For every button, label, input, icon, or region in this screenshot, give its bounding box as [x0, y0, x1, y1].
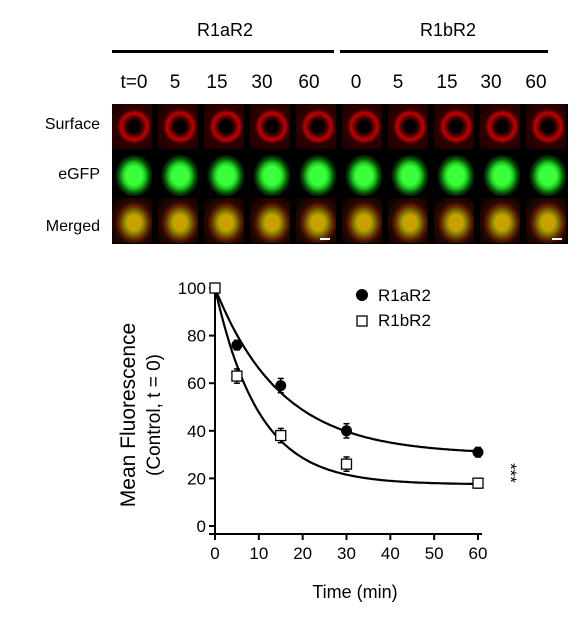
y-axis-label-line2: (Control, t = 0) — [144, 354, 165, 476]
group-bar-r1ar2 — [112, 50, 334, 53]
data-point-r1br2 — [275, 429, 287, 442]
scale-bar — [320, 238, 330, 240]
egfp-image-panel — [250, 151, 290, 196]
x-tick-label: 0 — [210, 544, 219, 563]
chart-axes: 0 20 40 60 80 100 0 10 20 30 40 50 60 — [178, 279, 488, 563]
merged-image-panel — [480, 198, 520, 243]
fit-curve-r1br2 — [213, 287, 479, 486]
row-label-surface: Surface — [44, 116, 100, 133]
y-tick-label: 100 — [178, 279, 206, 298]
x-tick-label: 60 — [469, 544, 488, 563]
data-point-r1br2 — [472, 477, 484, 489]
egfp-image-panel — [204, 151, 244, 196]
surface-image-panel — [158, 104, 198, 149]
significance-marker: *** — [501, 463, 520, 483]
merged-image-panel — [250, 198, 290, 243]
time-label: 5 — [169, 72, 181, 93]
time-label: t=0 — [120, 72, 148, 93]
surface-image-panel — [388, 104, 428, 149]
merged-image-panel — [204, 198, 244, 243]
x-tick-label: 40 — [381, 544, 400, 563]
merged-image-panel — [296, 198, 336, 243]
legend-marker-r1br2 — [356, 315, 368, 327]
y-tick-label: 40 — [187, 422, 206, 441]
time-label: 60 — [525, 72, 547, 93]
y-tick-label: 60 — [187, 374, 206, 393]
legend-marker-r1ar2 — [356, 289, 368, 301]
legend-label-r1br2: R1bR2 — [378, 311, 431, 330]
surface-image-panel — [480, 104, 520, 149]
time-label: 30 — [480, 72, 502, 93]
data-point-r1ar2 — [472, 446, 484, 458]
merged-image-panel — [526, 198, 566, 243]
x-axis-label: Time (min) — [312, 582, 397, 602]
surface-image-panel — [204, 104, 244, 149]
y-tick-label: 0 — [197, 517, 206, 536]
group-bar-r1br2 — [340, 50, 548, 53]
group-label-r1ar2: R1aR2 — [196, 20, 254, 40]
data-point-r1br2 — [231, 370, 243, 382]
x-tick-label: 10 — [249, 544, 268, 563]
y-tick-label: 80 — [187, 327, 206, 346]
surface-image-panel — [342, 104, 382, 149]
egfp-image-panel — [388, 151, 428, 196]
egfp-image-panel — [434, 151, 474, 196]
data-point-r1br2 — [340, 458, 353, 470]
egfp-image-panel — [342, 151, 382, 196]
surface-image-panel — [250, 104, 290, 149]
time-label: 15 — [206, 72, 228, 93]
time-label: 60 — [298, 72, 320, 93]
row-label-egfp: eGFP — [58, 166, 100, 183]
x-tick-label: 50 — [425, 544, 444, 563]
egfp-image-panel — [112, 151, 152, 196]
legend: R1aR2 R1bR2 — [356, 286, 431, 330]
x-tick-label: 20 — [293, 544, 312, 563]
data-point-r1ar2 — [275, 380, 287, 392]
data-point-r1ar2 — [341, 425, 352, 437]
fit-curves — [213, 287, 479, 486]
group-label-r1br2: R1bR2 — [419, 20, 477, 40]
merged-image-panel — [342, 198, 382, 243]
merged-image-panel — [434, 198, 474, 243]
legend-label-r1ar2: R1aR2 — [378, 286, 431, 305]
time-label: 5 — [392, 72, 404, 93]
x-tick-label: 30 — [337, 544, 356, 563]
egfp-image-panel — [526, 151, 566, 196]
data-points — [209, 282, 484, 489]
egfp-image-panel — [158, 151, 198, 196]
surface-image-panel — [434, 104, 474, 149]
egfp-image-panel — [480, 151, 520, 196]
time-label: 30 — [251, 72, 273, 93]
surface-image-panel — [526, 104, 566, 149]
data-point-r1br2 — [209, 282, 221, 294]
time-label: 15 — [436, 72, 458, 93]
merged-image-panel — [158, 198, 198, 243]
surface-image-panel — [112, 104, 152, 149]
time-label: 0 — [350, 72, 362, 93]
image-panel-grid — [112, 104, 568, 244]
fluorescence-chart: 0 20 40 60 80 100 0 10 20 30 40 50 60 Mean Fluoresce… — [117, 279, 520, 602]
scale-bar — [552, 238, 562, 240]
surface-image-panel — [296, 104, 336, 149]
merged-image-panel — [388, 198, 428, 243]
merged-image-panel — [112, 198, 152, 243]
row-label-merged: Merged — [45, 218, 100, 235]
y-tick-label: 20 — [187, 469, 206, 488]
egfp-image-panel — [296, 151, 336, 196]
y-axis-label-line1: Mean Fluorescence — [117, 323, 140, 507]
data-point-r1ar2 — [231, 339, 243, 351]
